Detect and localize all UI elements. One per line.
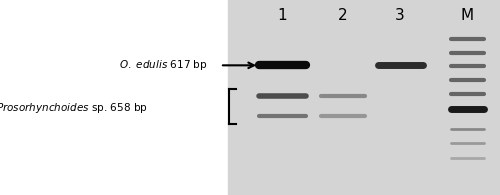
Text: 3: 3 — [395, 8, 405, 23]
Text: $\mathit{Prosorhynchoides}$ sp. 658 bp: $\mathit{Prosorhynchoides}$ sp. 658 bp — [0, 101, 148, 115]
Text: $\mathit{O.\ edulis}$ 617 bp: $\mathit{O.\ edulis}$ 617 bp — [119, 58, 208, 72]
Text: 1: 1 — [278, 8, 287, 23]
Text: M: M — [461, 8, 474, 23]
Text: 2: 2 — [338, 8, 347, 23]
FancyBboxPatch shape — [228, 0, 500, 195]
